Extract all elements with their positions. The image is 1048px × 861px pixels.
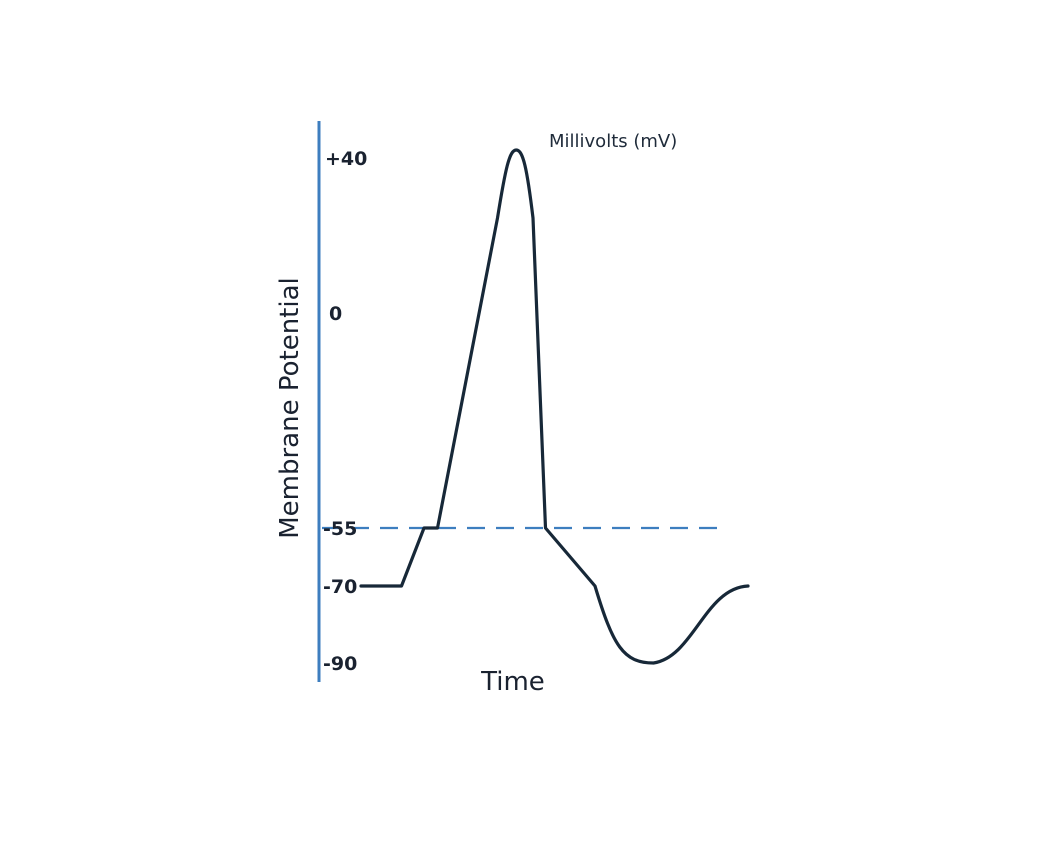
y-tick-label: -90 — [323, 653, 357, 675]
y-tick-label: +40 — [325, 148, 367, 170]
y-tick-label: -70 — [323, 576, 357, 598]
x-axis-label: Time — [480, 667, 545, 697]
y-axis-label: Membrane Potential — [275, 277, 305, 539]
series-line — [359, 148, 750, 665]
y-tick-labels: +40 0 -55 -70 -90 — [323, 148, 367, 675]
unit-label: Millivolts (mV) — [549, 131, 677, 152]
y-tick-label: 0 — [329, 303, 342, 325]
y-tick-label: -55 — [323, 518, 357, 540]
